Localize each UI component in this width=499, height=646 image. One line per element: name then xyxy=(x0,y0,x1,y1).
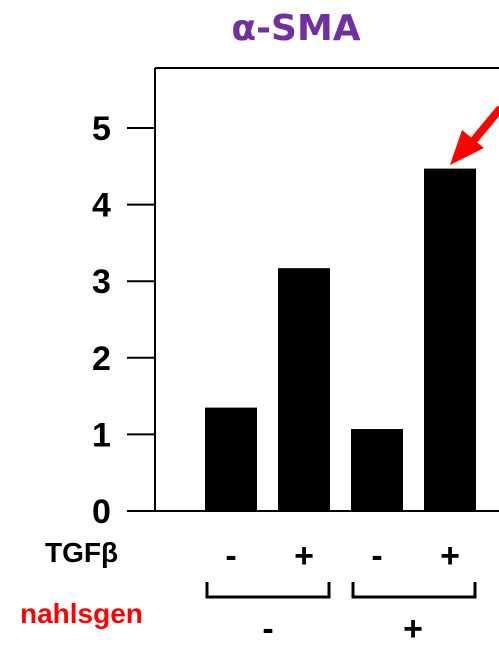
nahlsgen-level: - xyxy=(262,610,273,646)
bar xyxy=(351,429,403,511)
y-tick-label: 3 xyxy=(92,263,111,301)
bar xyxy=(424,168,476,511)
tgfb-level: - xyxy=(225,537,236,575)
y-tick-label: 4 xyxy=(92,187,111,225)
y-tick-label: 2 xyxy=(92,340,111,378)
y-tick-label: 1 xyxy=(92,416,111,454)
y-tick-label: 0 xyxy=(92,493,111,531)
tgfb-level: + xyxy=(440,537,460,575)
group-bracket xyxy=(351,582,477,599)
highlight-arrow-icon xyxy=(450,106,499,165)
nahlsgen-row-label: nahlsgen xyxy=(20,598,143,629)
y-tick-label: 5 xyxy=(92,110,111,148)
tgfb-level: + xyxy=(294,537,314,575)
tgfb-row-label: TGFβ xyxy=(45,537,118,568)
bar xyxy=(205,407,257,511)
group-bracket xyxy=(205,582,331,599)
nahlsgen-level: + xyxy=(403,610,423,646)
bar xyxy=(278,268,330,511)
chart-title: α-SMA xyxy=(231,8,360,49)
tgfb-level: - xyxy=(371,537,382,575)
